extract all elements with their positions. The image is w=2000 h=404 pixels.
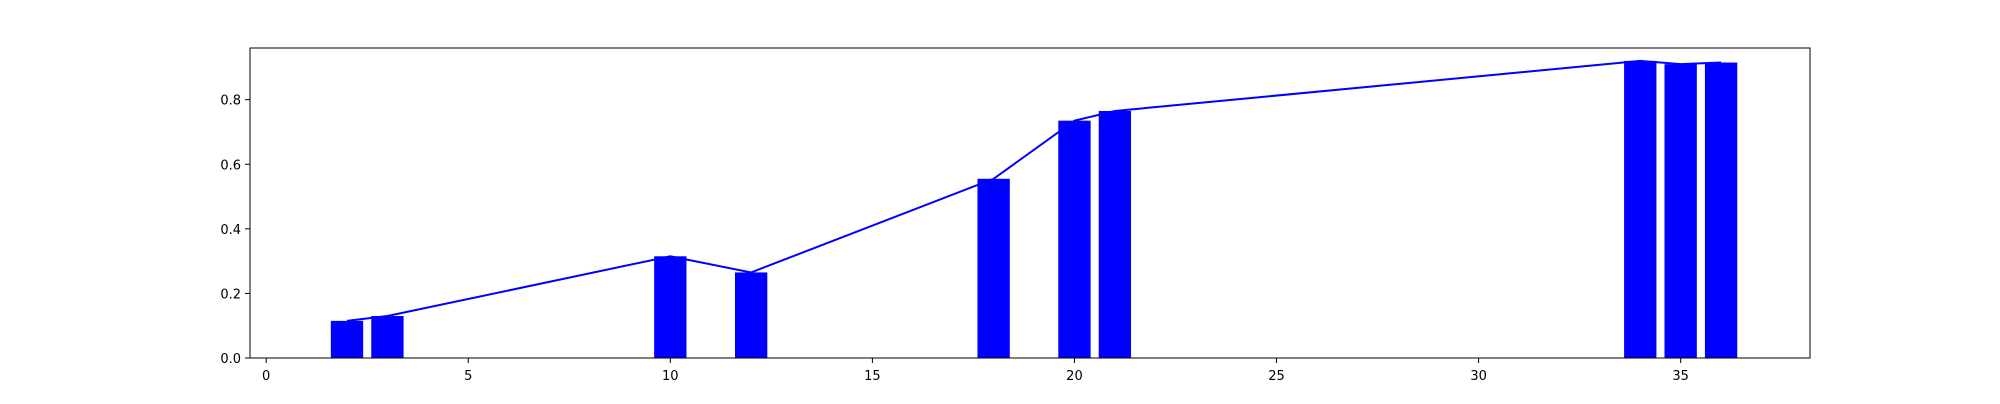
bar-20 (1058, 120, 1091, 358)
bar-12 (734, 272, 768, 358)
bar-35 (1664, 64, 1697, 358)
y-tick-label-0.8: 0.8 (220, 94, 241, 109)
x-tick-label-25: 25 (1268, 369, 1285, 384)
x-tick-label-5: 5 (464, 369, 472, 384)
bar-21 (1098, 110, 1132, 358)
y-tick-label-0.6: 0.6 (220, 158, 241, 173)
bar-2 (330, 320, 364, 358)
y-tick-label-0: 0.0 (220, 352, 241, 367)
bar-18 (977, 178, 1010, 358)
x-tick-label-20: 20 (1066, 369, 1083, 384)
x-tick-label-10: 10 (662, 369, 679, 384)
x-tick-label-15: 15 (864, 369, 881, 384)
bar-36 (1704, 62, 1738, 358)
line-layer (346, 59, 1722, 322)
y-tick-label-0.4: 0.4 (220, 223, 241, 238)
bar-34 (1624, 60, 1657, 359)
x-tick-label-30: 30 (1470, 369, 1487, 384)
plot-frame (249, 47, 1811, 359)
x-tick-label-0: 0 (262, 369, 270, 384)
x-tick-label-35: 35 (1672, 369, 1689, 384)
bar-3 (371, 316, 404, 358)
y-tick-label-0.2: 0.2 (220, 287, 241, 302)
bar-10 (654, 256, 687, 358)
bars-layer (330, 60, 1738, 359)
axes-layer: 0 5 10 15 20 25 30 35 0.0 0.2 0.4 0.6 0.8 (220, 47, 1811, 384)
series-line (346, 59, 1722, 322)
